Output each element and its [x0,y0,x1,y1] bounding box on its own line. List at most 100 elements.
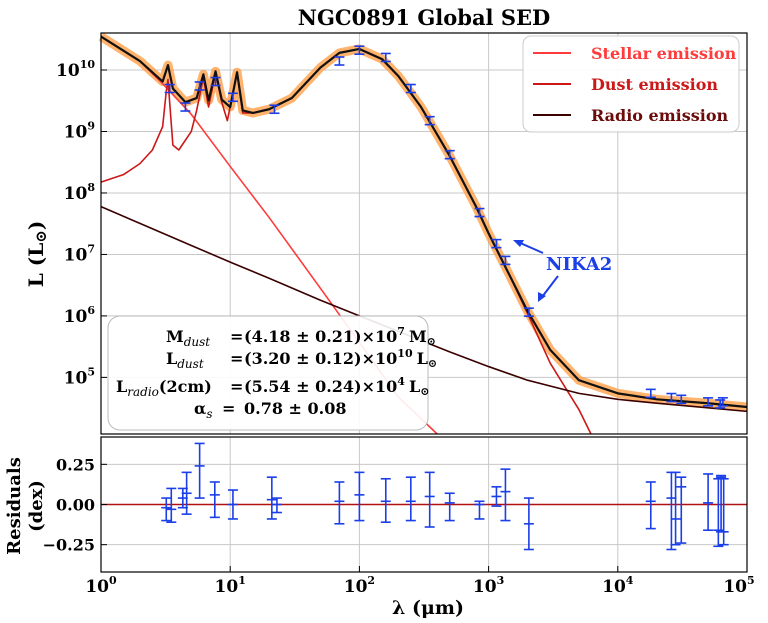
luminosity-radio-symbol: L [116,377,127,396]
y-tick-exponent: 6 [87,304,95,317]
x-tick-base: 10 [602,577,626,597]
x-tick-label: 104 [602,574,634,597]
residual-point [474,500,485,520]
observation-point [227,92,238,103]
x-tick-label: 100 [85,574,117,597]
legend-label-radio: Radio emission [591,106,728,125]
x-tick-base: 10 [344,577,368,597]
luminosity-dust-value: (3.20 ± 0.12)×10 [244,349,397,368]
residual-y-axis-label-line2: (dex) [26,480,47,532]
y-tick-exponent: 8 [87,181,95,194]
x-tick-exponent: 3 [497,574,505,587]
spectral-index-line: αs = 0.78 ± 0.08 [194,399,346,421]
residual-panel: 0.250.00−0.25 100 101 102 103 104 105 [43,436,755,597]
x-axis-ticks: 100 101 102 103 104 105 [85,566,755,597]
nika2-annotation: NIKA2 [513,240,612,302]
x-tick-exponent: 4 [626,574,634,587]
mass-dust-line: Mdust =(4.18 ± 0.21)×107 M⊙ [166,325,436,349]
x-tick-label: 102 [344,574,375,597]
luminosity-radio-wavelength: (2cm) [159,377,212,396]
sun-symbol-icon: ⊙ [428,357,437,370]
observation-point [269,104,280,115]
observation-point [474,207,485,218]
residual-point [645,481,656,530]
x-axis-label: λ (μm) [392,597,464,619]
nika2-arrow-upper [517,241,544,254]
nika2-label: NIKA2 [546,254,612,275]
residual-point [703,473,714,532]
luminosity-radio-exponent: 4 [397,375,405,388]
residual-point [523,497,534,551]
residual-point [676,476,687,544]
x-tick-label: 105 [723,574,754,597]
legend-label-dust: Dust emission [591,75,718,94]
luminosity-dust-exponent: 10 [397,347,413,360]
residual-y-tick-label: 0.00 [56,496,95,515]
mass-dust-value: (4.18 ± 0.21)×10 [244,327,397,346]
residual-point [500,468,511,522]
residual-point [161,497,172,522]
residual-point [194,442,205,499]
x-tick-base: 10 [473,577,497,597]
luminosity-dust-equals: = [230,349,243,368]
fit-results-box: Mdust =(4.18 ± 0.21)×107 M⊙ Ldust =(3.20 ± … [107,315,437,431]
main-y-axis-label-unit-close: ) [24,221,48,230]
spectral-index-equals: = [222,399,235,418]
main-plot-frame [100,32,748,435]
legend: Stellar emission Dust emission Radio emi… [522,35,740,133]
y-tick-exponent: 7 [87,242,95,255]
x-tick-label: 101 [215,574,246,597]
y-tick-exponent: 10 [80,58,96,71]
residual-point [266,476,277,520]
nika2-arrowhead-upper-icon [513,240,524,247]
mass-dust-symbol: M [166,327,184,346]
nika2-arrowhead-lower-icon [538,292,546,302]
main-y-axis-label-letter: L [24,273,48,287]
series-line-total [100,35,748,409]
residual-point [166,487,177,523]
observation-point [380,52,391,63]
observation-point [491,238,502,249]
mass-dust-unit: M [409,327,427,346]
observation-point [180,102,191,112]
residual-point [718,477,729,546]
y-tick-label: 106 [64,304,96,327]
x-tick-base: 10 [215,577,239,597]
main-y-axis-label-unit: (L [24,243,48,267]
residual-y-tick-label: 0.25 [56,455,95,474]
sun-symbol-icon: ⊙ [427,335,436,348]
x-tick-exponent: 5 [747,574,755,587]
y-tick-exponent: 5 [87,365,95,378]
x-tick-label: 103 [473,574,504,597]
y-tick-base: 10 [64,307,88,327]
observation-point [500,255,511,266]
main-points [164,45,728,409]
x-tick-exponent: 2 [367,574,375,587]
y-tick-exponent: 9 [87,119,95,132]
luminosity-radio-value: (5.54 ± 0.24)×10 [244,377,397,396]
residual-point [424,471,435,528]
mass-dust-equals: = [230,327,243,346]
main-y-axis-label: L (L⊙) [24,221,50,288]
residual-point [405,476,416,522]
legend-box [522,35,740,133]
observation-point [405,83,416,94]
residual-point [444,492,455,522]
observation-point [210,76,221,87]
residual-point [491,486,502,507]
residual-point [334,481,345,525]
observation-point [424,115,435,126]
residual-point [380,477,391,523]
residual-point [271,497,282,514]
y-tick-label: 108 [64,181,96,204]
residual-point [209,481,220,519]
observation-point [717,397,728,407]
luminosity-dust-symbol: L [166,349,177,368]
y-tick-label: 107 [64,242,95,265]
sun-symbol-icon: ⊙ [420,385,429,398]
mass-dust-exponent: 7 [397,325,405,338]
main-lines [98,32,748,435]
mass-dust-subscript: dust [184,335,211,349]
y-tick-base: 10 [64,122,88,142]
